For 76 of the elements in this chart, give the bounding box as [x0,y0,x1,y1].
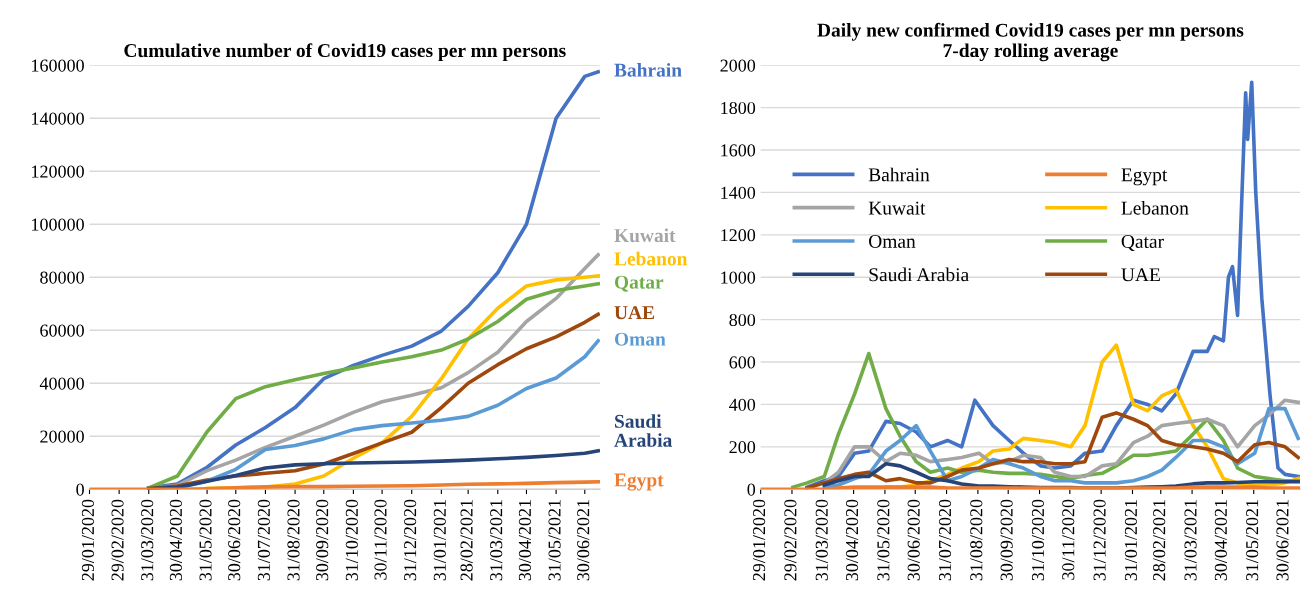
legend-label: Bahrain [868,167,930,182]
y-tick-label: 1200 [721,229,756,242]
series-label: Egypt [614,473,664,491]
x-tick-label: 31/12/2020 [1093,499,1106,581]
legend-label: Saudi Arabia [869,267,969,282]
y-tick-label: 140000 [32,112,84,125]
x-tick-label: 31/08/2020 [287,499,300,581]
y-tick-label: 2000 [720,59,756,72]
x-tick-label: 30/09/2020 [316,499,329,581]
series-label: Oman [614,332,666,346]
x-tick-label: 31/03/2021 [490,500,503,581]
y-tick-label: 100000 [32,218,84,231]
x-tick-label: 30/04/2021 [1214,500,1227,581]
y-tick-label: 0 [76,483,84,496]
legend-label: Qatar [1121,234,1164,251]
x-tick-label: 31/01/2021 [433,500,446,581]
y-tick-label: 20000 [40,430,84,443]
y-tick-label: 80000 [40,271,84,284]
x-tick-label: 29/01/2020 [81,499,95,581]
line-series [89,480,600,490]
legend-label: UAE [1121,268,1160,282]
line-series [805,80,1300,489]
y-tick-label: 400 [729,398,756,411]
y-tick-label: 1600 [721,144,756,157]
x-tick-label: 30/06/2020 [907,499,920,581]
x-tick-label: 30/04/2020 [169,499,182,581]
y-tick-label: 1400 [721,186,756,199]
x-tick-label: 31/03/2020 [815,499,828,581]
x-tick-label: 29/02/2020 [784,499,797,581]
x-tick-label: 30/04/2020 [845,499,859,581]
x-tick-label: 30/06/2021 [1276,500,1289,581]
x-tick-label: 30/09/2020 [1000,499,1013,581]
x-tick-label: 31/07/2020 [938,499,952,581]
x-tick-label: 31/03/2021 [1184,500,1197,581]
y-tick-label: 0 [747,483,756,496]
y-tick-label: 160000 [32,59,84,72]
x-tick-label: 31/10/2020 [1031,499,1045,581]
x-tick-label: 30/06/2020 [228,499,241,581]
series-label: Lebanon [614,251,688,266]
y-tick-label: 1800 [721,101,756,115]
x-tick-label: 31/05/2021 [1246,500,1259,581]
legend-label: Kuwait [868,201,926,215]
x-tick-label: 31/12/2020 [404,499,417,581]
x-tick-label: 30/04/2021 [518,500,531,581]
x-tick-label: 29/01/2020 [752,499,766,581]
x-tick-label: 29/02/2020 [111,499,124,581]
series-label: Saudi Arabia [614,414,673,447]
x-tick-label: 30/11/2020 [374,499,387,580]
x-tick-label: 31/07/2020 [257,499,270,581]
x-tick-label: 30/11/2020 [1062,499,1075,580]
x-tick-label: 31/10/2020 [345,499,358,581]
x-tick-label: 31/05/2021 [548,500,561,581]
x-tick-label: 31/08/2020 [970,499,983,581]
y-tick-label: 200 [729,441,756,454]
legend-label: Lebanon [1121,201,1189,215]
chart-title: Daily new confirmed Covid19 cases per mn persons 7-day rolling average [817,22,1244,62]
x-tick-label: 31/01/2021 [1124,500,1137,581]
x-tick-label: 31/03/2020 [141,499,154,581]
series-label: Kuwait [614,228,676,243]
series-label: Qatar [614,275,664,292]
y-tick-label: 60000 [40,324,84,337]
y-tick-label: 1000 [721,271,756,284]
chart-title: Cumulative number of Covid19 cases per mn persons [124,43,566,62]
series-label: Bahrain [614,63,682,77]
x-tick-label: 28/02/2021 [1153,500,1166,581]
y-tick-label: 600 [729,356,756,369]
x-tick-label: 31/05/2020 [877,499,890,581]
y-tick-label: 40000 [39,377,84,390]
x-tick-label: 30/06/2021 [577,500,590,581]
series-label: UAE [614,306,655,320]
x-tick-label: 28/02/2021 [460,500,473,581]
y-tick-label: 120000 [32,165,84,178]
x-tick-label: 31/05/2020 [199,499,212,581]
legend-label: Egypt [1121,168,1168,186]
legend-label: Oman [869,234,916,248]
y-tick-label: 800 [729,313,756,327]
